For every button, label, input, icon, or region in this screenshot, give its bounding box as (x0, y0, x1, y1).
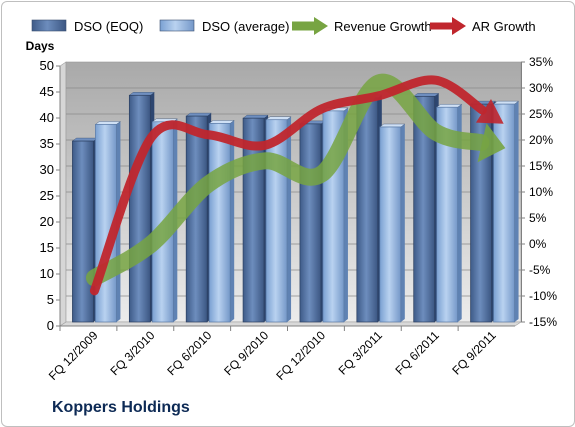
legend-label: DSO (EOQ) (74, 19, 143, 34)
y2-tick-label: 0% (529, 237, 547, 251)
legend-label: AR Growth (472, 19, 536, 34)
y2-tick-label: 15% (529, 159, 553, 173)
plot-side-wall (59, 61, 67, 327)
legend-swatch-arrow (314, 17, 328, 35)
bar-side (230, 120, 235, 322)
x-tick-label: FQ 3/2010 (107, 328, 157, 378)
bar-dso-average (436, 106, 459, 323)
bar-dso-eoq (185, 115, 208, 323)
series-arrowhead-ar-growth (475, 98, 504, 124)
bar-dso-eoq (72, 140, 94, 323)
y-tick-label: 45 (40, 84, 54, 99)
y2-tick-label: 5% (529, 211, 547, 225)
legend-swatch-arrow (452, 17, 466, 35)
y-axis-title: Days (26, 39, 55, 53)
bar-top (379, 123, 406, 128)
x-tick-label: FQ 9/2011 (449, 328, 499, 378)
bar-top (128, 92, 155, 96)
company-name: Koppers Holdings (52, 399, 190, 416)
bar-top (492, 100, 520, 105)
bar-side (287, 116, 292, 322)
legend-label: DSO (average) (202, 19, 289, 34)
x-tick-label: FQ 6/2011 (392, 328, 442, 378)
y2-tick-label: 25% (529, 107, 553, 121)
bar-dso-average (379, 126, 402, 323)
x-tick-label: FQ 12/2009 (46, 328, 101, 383)
y2-tick-label: -10% (529, 289, 557, 303)
bar-top (94, 121, 122, 125)
bar-top (208, 120, 235, 124)
y-tick-label: 10 (40, 266, 54, 281)
y-tick-label: 15 (40, 240, 54, 255)
bar-top (242, 114, 269, 119)
y2-tick-label: 20% (529, 133, 553, 147)
bar-top (185, 112, 212, 117)
y-tick-label: 30 (40, 162, 54, 177)
bar-top (71, 137, 99, 142)
bar-top (413, 93, 440, 97)
bar-side (457, 104, 462, 323)
series-line-revenue-growth (85, 73, 490, 287)
bar-dso-average (265, 119, 288, 323)
bar-dso-eoq (299, 123, 322, 323)
bar-side (514, 101, 519, 323)
x-tick-label: FQ 12/2010 (273, 328, 328, 383)
series-line-ar-growth (89, 75, 487, 296)
y-tick-label: 25 (40, 188, 54, 203)
legend-label: Revenue Growth (334, 19, 432, 34)
y-tick-label: 20 (40, 214, 54, 229)
y2-tick-label: 30% (529, 81, 553, 95)
x-tick-label: FQ 9/2010 (221, 328, 271, 378)
y-tick-label: 40 (40, 110, 54, 125)
bar-dso-average (208, 123, 231, 323)
bar-dso-eoq (413, 95, 436, 323)
bar-dso-average (493, 103, 515, 323)
series-arrowhead-revenue-growth (477, 123, 506, 163)
y2-tick-label: -5% (529, 263, 551, 277)
x-tick-label: FQ 6/2010 (164, 328, 214, 378)
x-tick-label: FQ 3/2011 (336, 328, 386, 378)
legend-swatch (31, 19, 67, 32)
y-tick-label: 0 (47, 318, 54, 333)
plot-floor (59, 321, 522, 327)
y2-tick-label: 35% (529, 55, 553, 69)
y-tick-label: 5 (47, 292, 54, 307)
legend-swatch (159, 19, 195, 32)
bar-top (265, 116, 292, 120)
bar-top (436, 104, 463, 108)
y2-tick-label: -15% (529, 315, 557, 329)
bar-side (400, 124, 405, 322)
y-tick-label: 50 (40, 58, 54, 73)
bar-dso-eoq (128, 94, 151, 323)
bar-dso-eoq (356, 97, 379, 323)
y2-tick-label: 10% (529, 185, 553, 199)
bar-side (343, 107, 348, 322)
y-tick-label: 35 (40, 136, 54, 151)
